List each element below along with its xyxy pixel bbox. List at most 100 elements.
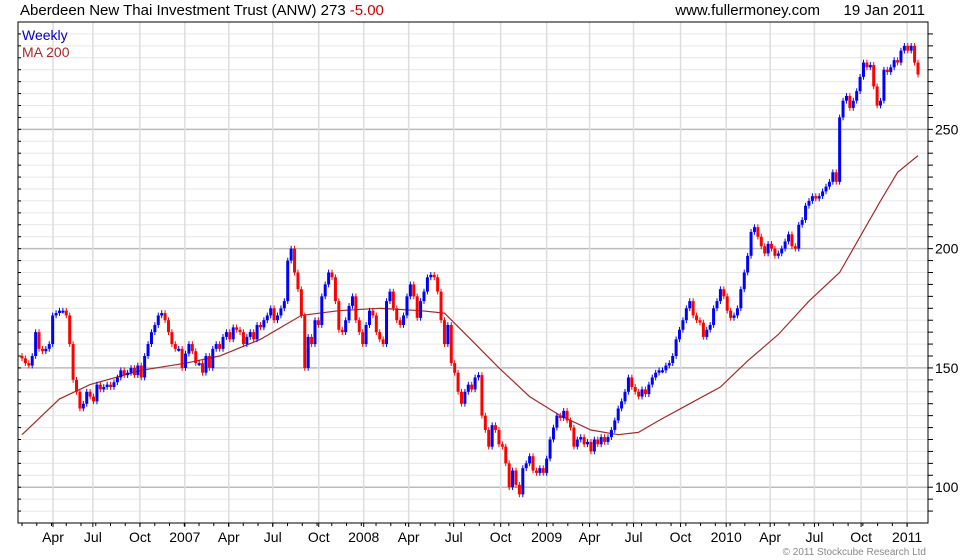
legend-ma200: MA 200 [22,44,70,60]
candle-body [187,344,191,354]
candle-body [163,313,167,321]
candle-body [712,308,716,325]
candle [391,288,395,312]
candle [245,334,249,347]
candle [374,312,378,336]
candle-body [374,315,378,333]
candle-body [480,375,484,416]
candle-body [344,320,348,333]
candle-body [633,387,637,392]
candle [497,427,501,448]
candle [483,412,487,433]
candle [654,369,658,381]
y-tick-label: 250 [935,121,959,137]
candle-body [436,277,440,292]
candle [75,376,79,395]
candle [54,310,58,319]
candle [204,353,208,376]
candle [616,405,620,424]
candle [896,57,900,66]
x-tick-label: 2007 [169,529,200,545]
candle-body [708,324,712,330]
candle-body [844,95,848,101]
candle-body [729,310,733,318]
candle [913,42,917,66]
candle-body [282,301,286,309]
candle [858,74,862,95]
candle [630,374,634,390]
candle [623,388,627,405]
candle [613,417,617,433]
candle-body [85,391,89,404]
candle-body [599,437,603,445]
candle [763,243,767,257]
site-url[interactable]: www.fullermoney.com [674,2,820,19]
candle-body [490,425,494,447]
candle-body [34,332,38,356]
candle-body [776,253,780,256]
candle [647,381,651,398]
candle [81,400,85,412]
candle [337,298,341,333]
candle [674,336,678,359]
candle-body [664,365,668,371]
candle [575,436,579,450]
candle [316,317,320,328]
title-text: Aberdeen New Thai Investment Trust (ANW)… [20,2,346,19]
candle-body [514,470,518,485]
x-tick-label: Oct [850,529,872,545]
candle [861,59,865,80]
candle-body [88,391,92,397]
candle-body [221,336,225,349]
candle-body [606,437,610,442]
candle-body [824,186,828,192]
candle-body [310,336,314,345]
candle [766,241,770,257]
candle-body [698,320,702,323]
candle-body [483,415,487,430]
ma200-line-group [21,155,919,436]
candle [20,353,24,362]
candle-body [538,468,542,473]
candle [671,353,675,367]
candle [657,367,661,376]
candle-body [695,315,699,321]
candle [752,224,756,235]
candle-body [299,289,303,316]
candle [773,245,777,259]
candle-body [521,468,525,495]
candle [197,360,201,367]
candle-body [558,415,562,419]
candle [221,334,225,352]
x-tick-label: Oct [308,529,330,545]
candle-body [446,324,450,345]
candle [759,233,763,250]
candle [698,317,702,326]
candle-body [378,332,382,340]
candle [606,434,610,445]
candle-body [194,351,198,364]
candle [40,345,44,355]
candle [701,319,705,340]
candle-body [442,320,446,345]
x-tick-label: Apr [579,529,601,545]
candle-body [398,320,402,325]
candle-body [432,274,436,278]
candle-body [684,308,688,321]
candle [548,436,552,462]
candle-body [136,365,140,376]
candle [865,59,869,71]
candle-body [780,248,784,254]
candle-body [691,301,695,316]
candle [626,374,630,395]
candle-body [105,384,109,388]
candle [725,293,729,314]
candle-body [473,377,477,390]
candle-body [851,100,855,108]
candle-body [879,100,883,106]
candle [139,362,143,381]
candle-body [643,389,647,395]
candle [885,66,889,75]
legend-weekly: Weekly [22,27,68,43]
candle-body [603,437,607,442]
